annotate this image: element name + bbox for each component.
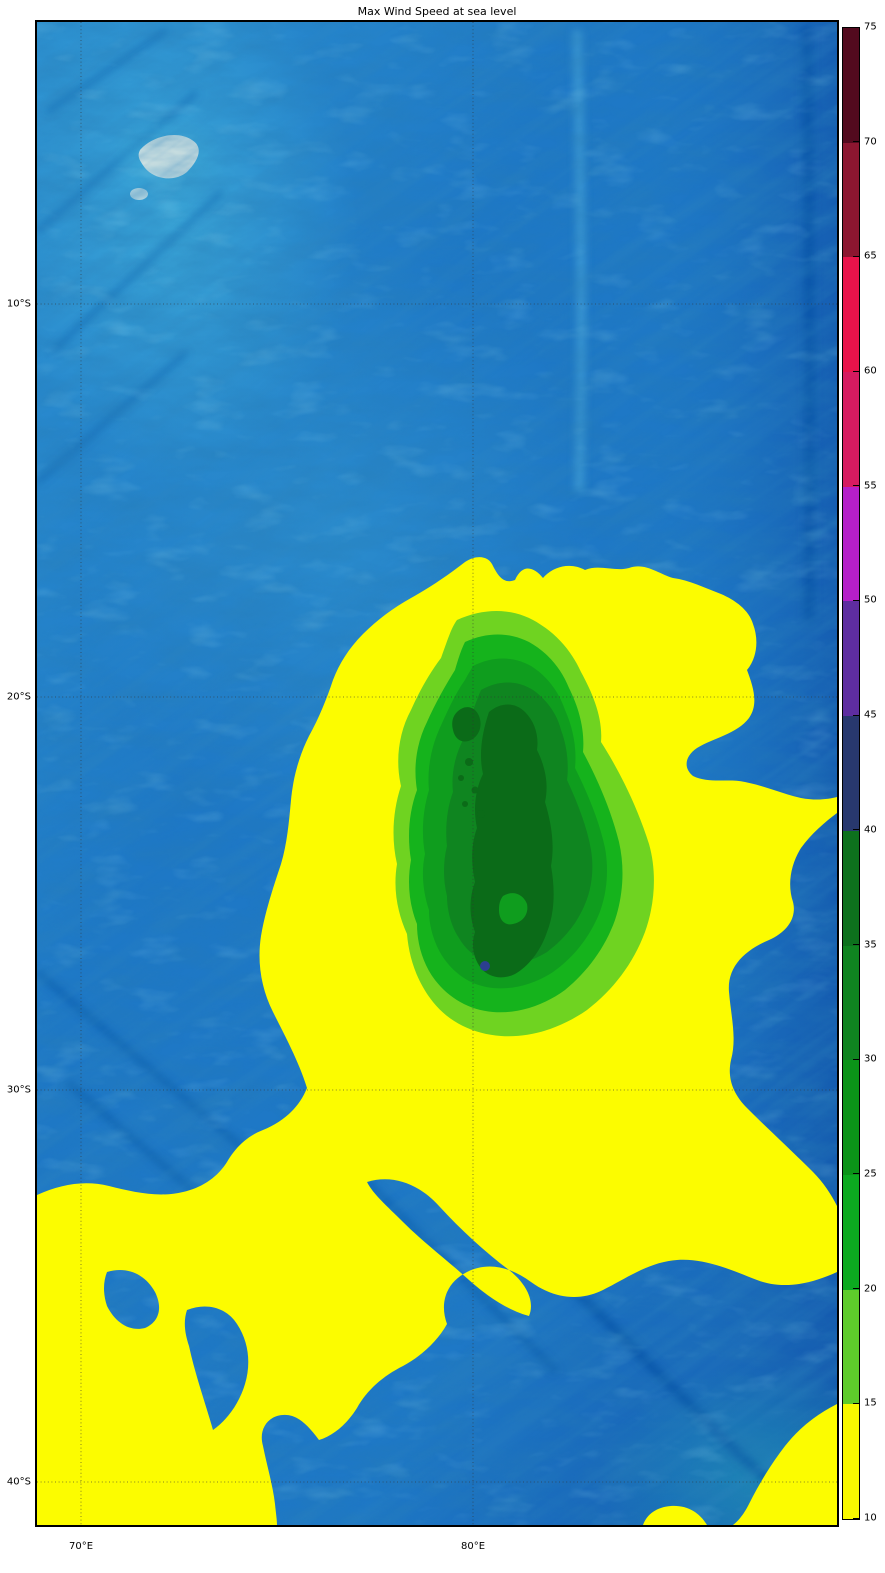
colorbar-tick — [853, 1518, 859, 1519]
colorbar-tick-label: 50 — [864, 595, 877, 606]
colorbar-tick — [853, 256, 859, 257]
speckle — [477, 810, 485, 818]
colorbar-tick-label: 70 — [864, 136, 877, 147]
colorbar-tick — [853, 715, 859, 716]
colorbar-tick-label: 65 — [864, 251, 877, 262]
colorbar-segment-20-25 — [843, 1175, 859, 1290]
colorbar-tick — [853, 829, 859, 830]
colorbar-segment-50-55 — [843, 487, 859, 602]
colorbar-segment-55-60 — [843, 372, 859, 487]
y-tick-label: 20°S — [0, 692, 31, 703]
colorbar-tick-label: 20 — [864, 1283, 877, 1294]
colorbar-tick-label: 30 — [864, 1054, 877, 1065]
speckle — [458, 775, 464, 781]
colorbar-tick-label: 35 — [864, 939, 877, 950]
map-svg — [37, 22, 837, 1525]
colorbar-tick — [853, 141, 859, 142]
colorbar-tick — [853, 1173, 859, 1174]
colorbar-tick — [853, 600, 859, 601]
colorbar — [842, 27, 860, 1520]
map-plot-area — [35, 20, 839, 1527]
colorbar-tick — [853, 27, 859, 28]
colorbar-segment-70-75 — [843, 28, 859, 143]
colorbar-tick — [853, 1059, 859, 1060]
colorbar-tick-label: 25 — [864, 1168, 877, 1179]
speckle — [462, 801, 468, 807]
colorbar-tick — [853, 485, 859, 486]
colorbar-tick — [853, 944, 859, 945]
colorbar-tick — [853, 1288, 859, 1289]
contour-40-45-max — [480, 961, 490, 971]
colorbar-tick-label: 55 — [864, 480, 877, 491]
figure-canvas: Max Wind Speed at sea level — [0, 0, 885, 1573]
colorbar-segment-65-70 — [843, 143, 859, 258]
colorbar-tick-label: 60 — [864, 366, 877, 377]
colorbar-segment-40-45 — [843, 716, 859, 831]
colorbar-segment-45-50 — [843, 601, 859, 716]
colorbar-segment-25-30 — [843, 1060, 859, 1175]
colorbar-tick-label: 40 — [864, 824, 877, 835]
colorbar-tick — [853, 1403, 859, 1404]
x-tick-label: 80°E — [461, 1541, 485, 1552]
colorbar-segment-15-20 — [843, 1290, 859, 1405]
plot-title: Max Wind Speed at sea level — [37, 5, 837, 18]
colorbar-tick-label: 15 — [864, 1398, 877, 1409]
x-tick-label: 70°E — [69, 1541, 93, 1552]
colorbar-segment-30-35 — [843, 946, 859, 1061]
colorbar-segment-35-40 — [843, 831, 859, 946]
y-tick-label: 40°S — [0, 1477, 31, 1488]
colorbar-segment-10-15 — [843, 1404, 859, 1519]
colorbar-tick-label: 45 — [864, 710, 877, 721]
y-tick-label: 30°S — [0, 1085, 31, 1096]
y-tick-label: 10°S — [0, 299, 31, 310]
colorbar-tick-label: 75 — [864, 22, 877, 33]
colorbar-segment-60-65 — [843, 257, 859, 372]
speckle — [465, 758, 473, 766]
colorbar-tick — [853, 371, 859, 372]
colorbar-tick-label: 10 — [864, 1513, 877, 1524]
